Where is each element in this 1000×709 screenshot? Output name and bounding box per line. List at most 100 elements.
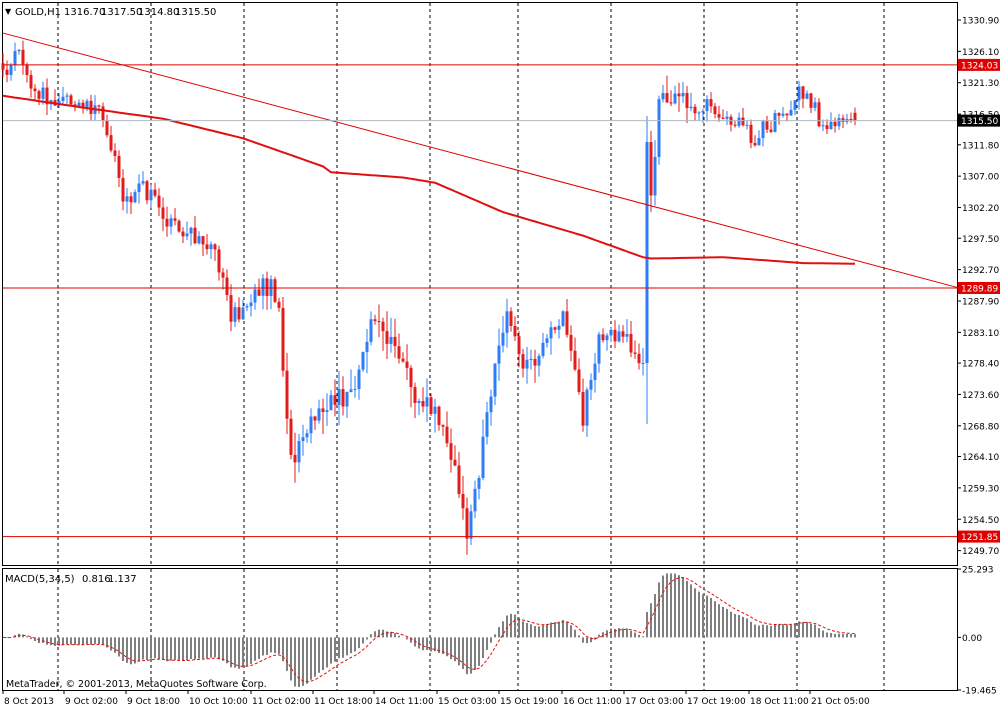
level-price-label: 1324.03 [961,61,998,71]
candle-body [809,93,813,108]
level-price-label: 1251.85 [961,533,998,543]
candle-body [189,227,193,234]
candle-body [561,311,565,326]
candle-body [401,358,405,362]
level-price-tag [958,530,1000,543]
candle-body [113,150,117,156]
candle-body [425,397,429,407]
candle-body [597,334,601,364]
candle-body [725,116,729,119]
candle-body [529,358,533,360]
candle-body [217,249,221,273]
candle-body [805,93,809,99]
price-tick-label: 1249.70 [962,547,999,557]
candle-body [749,124,753,143]
candle-body [513,325,517,337]
macd-panel-frame [2,568,958,691]
candle-body [333,395,337,405]
candle-body [257,289,261,296]
price-tick-label: 1259.30 [962,484,999,494]
time-label: 11 Oct 02:00 [252,697,311,707]
macd-value-1: 0.816 [82,574,111,585]
candle-body [693,106,697,114]
candle-body [517,336,521,355]
candle-body [593,363,597,381]
candle-body [629,333,633,353]
candle-body [221,272,225,278]
candle-body [769,129,773,132]
candle-body [649,142,653,196]
candle-body [357,369,361,389]
candle-body [573,350,577,370]
candle-body [585,389,589,426]
chart-menu-triangle-icon[interactable]: ▼ [5,7,12,16]
candle-body [433,406,437,414]
candle-body [373,319,377,322]
candle-body [589,380,593,390]
candle-body [533,358,537,366]
candle-body [765,121,769,130]
price-tick-label: 1273.60 [962,391,999,401]
candle-body [317,408,321,421]
candle-body [481,436,485,479]
candle-body [325,410,329,413]
candle-body [181,231,185,237]
time-label: 10 Oct 10:00 [189,697,248,707]
candle-body [237,307,241,320]
candle-body [129,196,133,203]
candle-body [797,86,801,101]
candle-body [173,218,177,221]
candle-body [289,418,293,455]
macd-tick-label: 25.293 [962,566,994,576]
candle-body [813,102,817,108]
candle-body [417,401,421,403]
macd-tick-label: 0.00 [962,634,982,644]
candle-body [345,391,349,407]
candle-body [537,355,541,366]
candle-body [17,49,21,52]
candle-body [793,100,797,110]
candle-body [581,391,585,426]
candle-body [657,99,661,157]
candle-body [829,121,833,130]
candle-body [853,112,857,121]
candle-body [449,443,453,460]
candle-body [521,354,525,369]
candle-body [121,177,125,202]
candle-body [69,95,73,105]
candle-body [309,416,313,434]
candle-body [421,401,425,407]
candle-body [385,331,389,344]
price-tick-label: 1287.90 [962,297,999,307]
candle-body [45,87,49,105]
candle-body [349,389,353,392]
candle-body [261,278,265,296]
candle-body [821,125,825,127]
candle-body [117,155,121,178]
symbol-header: ▼ GOLD,H1 1316.70 1317.50 1314.80 1315.5… [5,7,216,18]
candle-body [409,367,413,388]
candle-body [485,412,489,437]
candle-body [633,352,637,354]
price-plot [1,32,960,555]
candle-body [613,329,617,342]
candle-body [253,289,257,303]
candle-body [225,277,229,296]
candle-body [193,227,197,244]
candle-body [525,359,529,369]
copyright-text: MetaTrader, © 2001-2013, MetaQuotes Soft… [6,679,267,690]
candle-body [301,437,305,442]
candle-body [441,425,445,427]
candle-body [201,236,205,245]
candle-body [493,363,497,397]
time-label: 8 Oct 2013 [4,697,54,707]
candle-body [569,334,573,351]
time-label: 14 Oct 11:00 [375,697,434,707]
candle-body [405,361,409,368]
trendline[interactable] [2,32,960,289]
candle-body [645,142,649,364]
time-label: 17 Oct 19:00 [687,697,746,707]
candle-body [145,181,149,201]
time-label: 9 Oct 18:00 [127,697,180,707]
